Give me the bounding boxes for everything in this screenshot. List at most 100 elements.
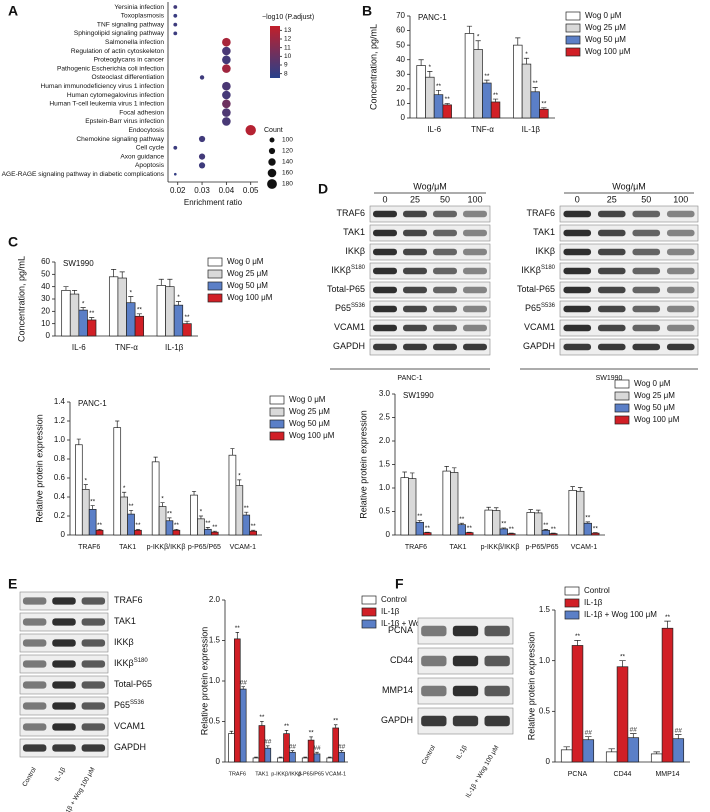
significance-label: * xyxy=(200,509,203,516)
protein-name: IKKβ xyxy=(114,658,134,668)
error-bar xyxy=(237,479,242,486)
colorbar-tick-label: 10 xyxy=(284,53,292,60)
size-legend-title: Count xyxy=(264,127,283,134)
error-bar xyxy=(585,736,592,740)
blot-band xyxy=(563,210,592,218)
bar xyxy=(582,739,595,763)
error-bar xyxy=(90,505,95,510)
panel-letter: E xyxy=(8,576,17,592)
pathway-label: Yersinia infection xyxy=(114,4,164,11)
blot-strip xyxy=(369,224,491,242)
pathway-label: Human T-cell leukemia virus 1 infection xyxy=(49,101,164,108)
blot-band xyxy=(563,324,592,332)
blot-row-label: Total-P65 xyxy=(114,679,152,689)
error-bar xyxy=(284,730,289,734)
blot-band xyxy=(81,723,106,731)
x-tick-label: PCNA xyxy=(568,771,588,778)
error-bar xyxy=(493,507,499,511)
blot-band xyxy=(81,597,106,605)
blot-row-label: GAPDH xyxy=(381,715,413,725)
significance-label: * xyxy=(161,495,164,502)
x-tick-label: TRAF6 xyxy=(78,544,100,551)
significance-label: ** xyxy=(620,653,626,660)
significance-label: ** xyxy=(212,524,218,531)
legend-swatch xyxy=(207,281,223,291)
blot-row-label: P65S536 xyxy=(114,700,145,711)
bar xyxy=(526,512,535,536)
bar xyxy=(156,285,166,337)
blot-band xyxy=(373,286,397,294)
y-axis-label: Relative protein expression xyxy=(34,414,44,523)
blot-strip xyxy=(559,224,699,242)
y-tick-label: 40 xyxy=(396,55,405,64)
blot-row-label: MMP14 xyxy=(382,685,413,695)
error-bar xyxy=(427,71,433,78)
error-bar xyxy=(80,307,86,311)
blot-row-label: IKKβS180 xyxy=(331,265,365,276)
error-bar xyxy=(229,730,234,734)
blot-band xyxy=(81,681,106,689)
bar xyxy=(289,751,296,763)
bar xyxy=(661,627,674,763)
y-tick-label: 0 xyxy=(386,530,391,539)
blot-band xyxy=(632,248,661,256)
error-bar xyxy=(115,420,120,428)
error-bar xyxy=(158,278,164,286)
error-bar xyxy=(251,529,256,532)
legend-label: Wog 0 μM xyxy=(634,379,671,388)
bar xyxy=(87,319,97,337)
error-bar xyxy=(135,528,141,531)
lane-label: 50 xyxy=(440,194,450,204)
y-tick-label: 0.8 xyxy=(54,454,66,463)
legend-label: Wog 25 μM xyxy=(634,391,675,400)
error-bar xyxy=(212,530,217,533)
y-tick-label: 3.0 xyxy=(379,389,391,398)
legend-swatch xyxy=(565,23,581,33)
bar xyxy=(134,529,142,536)
error-bar xyxy=(444,103,450,105)
error-bar xyxy=(71,290,78,295)
bar xyxy=(433,94,444,119)
bar xyxy=(541,529,550,536)
blot-band xyxy=(373,267,397,275)
blot-band xyxy=(666,267,695,275)
blot-band xyxy=(463,267,487,275)
error-bar xyxy=(76,438,81,445)
bar xyxy=(126,302,136,337)
x-tick-label: TAK1 xyxy=(450,544,467,551)
legend-label: Wog 25 μM xyxy=(585,23,626,32)
blot-band xyxy=(373,210,397,218)
dot xyxy=(173,22,178,27)
pathway-label: Osteoclast differentiation xyxy=(92,74,165,81)
dot xyxy=(222,108,231,117)
significance-label: ** xyxy=(533,80,539,87)
error-bar xyxy=(309,736,313,741)
y-tick-label: 0.4 xyxy=(54,492,66,501)
protein-name: CD44 xyxy=(390,655,413,665)
significance-label: ** xyxy=(137,307,143,314)
bar xyxy=(560,749,573,763)
y-tick-label: 30 xyxy=(396,69,405,78)
blot-strip xyxy=(559,262,699,280)
legend-swatch xyxy=(565,47,581,57)
pathway-label: Sphingolipid signaling pathway xyxy=(74,30,165,37)
blot-row-label: TRAF6 xyxy=(114,595,143,605)
protein-name: P65 xyxy=(525,303,541,313)
protein-name: Total-P65 xyxy=(517,284,555,294)
blot-band xyxy=(421,685,447,697)
bar xyxy=(78,309,88,337)
error-bar xyxy=(675,734,682,739)
x-axis-label: Enrichment ratio xyxy=(184,198,243,207)
blot-strip xyxy=(369,300,491,318)
error-bar xyxy=(435,89,442,95)
significance-label: ** xyxy=(244,505,250,512)
error-bar xyxy=(254,756,258,758)
bar xyxy=(530,91,540,119)
colorbar-tick-label: 8 xyxy=(284,70,288,77)
x-tick-label: p-P65/P65 xyxy=(298,771,324,777)
y-tick-label: 60 xyxy=(396,26,405,35)
significance-label: ## xyxy=(264,739,272,746)
blot-band xyxy=(22,723,47,731)
error-bar xyxy=(492,98,499,102)
blot-band xyxy=(463,210,487,218)
